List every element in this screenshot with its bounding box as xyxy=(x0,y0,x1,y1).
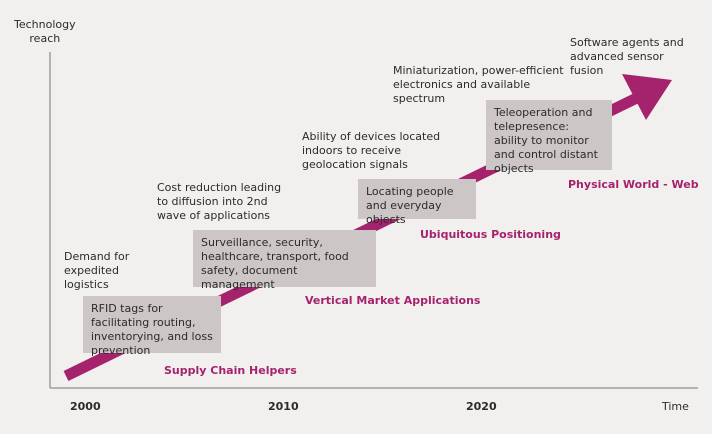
driver-text-miniaturization: Miniaturization, power-efficient electro… xyxy=(393,64,564,105)
box-rfid-tags: RFID tags for facilitating routing, inve… xyxy=(83,296,221,357)
trend-arrow-head xyxy=(622,74,672,120)
x-tick-2020: 2020 xyxy=(466,400,497,413)
driver-text-cost-reduction: Cost reduction leading to diffusion into… xyxy=(157,181,282,222)
driver-text-logistics: Demand for expedited logistics xyxy=(64,250,130,291)
stage-label-vertical-market-applications: Vertical Market Applications xyxy=(305,294,481,307)
x-axis-label: Time xyxy=(662,400,689,413)
x-tick-2000: 2000 xyxy=(70,400,101,413)
box-vertical-applications: Surveillance, security, healthcare, tran… xyxy=(193,230,376,291)
y-axis-label: Technology reach xyxy=(14,18,76,45)
driver-text-indoor-geolocation: Ability of devices located indoors to re… xyxy=(302,130,441,171)
driver-text-software-agents: Software agents and advanced sensor fusi… xyxy=(570,36,684,77)
x-tick-2010: 2010 xyxy=(268,400,299,413)
stage-label-ubiquitous-positioning: Ubiquitous Positioning xyxy=(420,228,561,241)
box-teleoperation: Teleoperation and telepresence: ability … xyxy=(486,100,612,175)
box-locating-people: Locating people and everyday objects xyxy=(358,179,476,226)
stage-label-supply-chain-helpers: Supply Chain Helpers xyxy=(164,364,297,377)
stage-label-physical-world-web: Physical World - Web xyxy=(568,178,699,191)
